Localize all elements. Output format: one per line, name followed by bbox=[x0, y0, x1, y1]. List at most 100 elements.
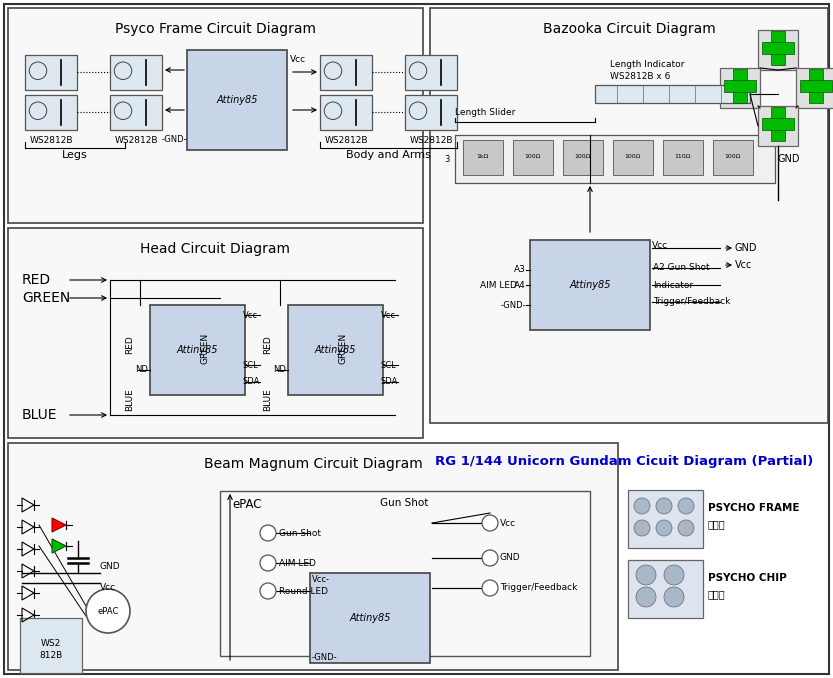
Text: Gun Shot: Gun Shot bbox=[381, 498, 429, 508]
Text: Vcc-: Vcc- bbox=[312, 575, 330, 584]
Text: Trigger/Feedback: Trigger/Feedback bbox=[500, 584, 577, 593]
Bar bbox=[150, 305, 245, 395]
Bar bbox=[320, 95, 372, 130]
Bar bbox=[25, 55, 77, 90]
Bar bbox=[563, 140, 603, 175]
Text: Attiny85: Attiny85 bbox=[349, 613, 391, 623]
Text: Attiny85: Attiny85 bbox=[217, 95, 257, 105]
Text: Attiny85: Attiny85 bbox=[177, 345, 218, 355]
Circle shape bbox=[664, 587, 684, 607]
Text: WS2812B: WS2812B bbox=[114, 136, 157, 145]
Text: SDA: SDA bbox=[243, 378, 261, 386]
Bar bbox=[8, 228, 423, 438]
Circle shape bbox=[482, 515, 498, 531]
Bar bbox=[530, 240, 650, 330]
Text: A4: A4 bbox=[514, 281, 526, 290]
Polygon shape bbox=[771, 31, 785, 65]
Text: 110Ω: 110Ω bbox=[675, 155, 691, 159]
Bar bbox=[220, 491, 590, 656]
Text: 812B: 812B bbox=[39, 652, 62, 660]
Bar bbox=[463, 140, 503, 175]
Bar bbox=[513, 140, 553, 175]
Bar bbox=[430, 8, 828, 423]
Text: PSYCHO FRAME: PSYCHO FRAME bbox=[708, 503, 800, 513]
Text: -GND-: -GND- bbox=[312, 653, 337, 662]
Polygon shape bbox=[800, 79, 832, 92]
Text: Vcc: Vcc bbox=[381, 311, 396, 319]
Text: GREEN: GREEN bbox=[22, 291, 70, 305]
Text: A3: A3 bbox=[514, 266, 526, 275]
Bar bbox=[713, 140, 753, 175]
Bar bbox=[187, 50, 287, 150]
Bar bbox=[320, 55, 372, 90]
Text: RED: RED bbox=[263, 336, 272, 355]
Text: Legs: Legs bbox=[62, 150, 87, 160]
Text: AIM LED: AIM LED bbox=[480, 281, 516, 290]
Text: 1kΩ: 1kΩ bbox=[476, 155, 489, 159]
Text: ND: ND bbox=[273, 365, 286, 374]
Text: Length Indicator: Length Indicator bbox=[610, 60, 685, 69]
Polygon shape bbox=[733, 69, 747, 103]
Text: Vcc: Vcc bbox=[652, 241, 668, 250]
Text: Bazooka Circuit Diagram: Bazooka Circuit Diagram bbox=[542, 22, 716, 36]
Text: A2 Gun Shot: A2 Gun Shot bbox=[653, 264, 710, 273]
Text: PSYCHO CHIP: PSYCHO CHIP bbox=[708, 573, 786, 583]
Text: GND: GND bbox=[100, 562, 121, 571]
Text: AIM LED: AIM LED bbox=[279, 559, 316, 567]
Circle shape bbox=[634, 520, 650, 536]
Polygon shape bbox=[52, 539, 66, 553]
Bar bbox=[405, 95, 457, 130]
Text: WS2: WS2 bbox=[41, 639, 61, 647]
Circle shape bbox=[636, 565, 656, 585]
Bar bbox=[628, 560, 703, 618]
Text: Attiny85: Attiny85 bbox=[569, 280, 611, 290]
Text: Head Circuit Diagram: Head Circuit Diagram bbox=[141, 242, 291, 256]
Text: 100Ω: 100Ω bbox=[525, 155, 541, 159]
Text: SDA: SDA bbox=[381, 378, 398, 386]
Polygon shape bbox=[724, 79, 756, 92]
Bar bbox=[288, 305, 383, 395]
Text: GREEN: GREEN bbox=[201, 332, 210, 363]
Bar bbox=[758, 30, 798, 70]
Text: Length Slider: Length Slider bbox=[455, 108, 516, 117]
Text: Body and Arms: Body and Arms bbox=[346, 150, 431, 160]
Text: GND: GND bbox=[778, 154, 801, 164]
Text: WS2812B: WS2812B bbox=[409, 136, 453, 145]
Text: ND: ND bbox=[135, 365, 148, 374]
Bar bbox=[720, 68, 760, 108]
Text: 100Ω: 100Ω bbox=[625, 155, 641, 159]
Text: WS2812B: WS2812B bbox=[29, 136, 72, 145]
Text: Vcc: Vcc bbox=[290, 56, 306, 64]
Text: 100Ω: 100Ω bbox=[575, 155, 591, 159]
Bar bbox=[455, 135, 775, 183]
Circle shape bbox=[678, 498, 694, 514]
Text: Trigger/Feedback: Trigger/Feedback bbox=[653, 298, 731, 306]
Text: RG 1/144 Unicorn Gundam Cicuit Diagram (Partial): RG 1/144 Unicorn Gundam Cicuit Diagram (… bbox=[435, 455, 813, 468]
Bar bbox=[628, 490, 703, 548]
Polygon shape bbox=[762, 41, 794, 54]
Text: Indicator: Indicator bbox=[653, 281, 693, 290]
Text: BLUE: BLUE bbox=[22, 408, 57, 422]
Text: WS2812B x 6: WS2812B x 6 bbox=[610, 72, 671, 81]
Text: 3: 3 bbox=[445, 155, 450, 163]
Text: RED: RED bbox=[22, 273, 51, 287]
Circle shape bbox=[678, 520, 694, 536]
Text: ePAC: ePAC bbox=[97, 607, 118, 616]
Text: GREEN: GREEN bbox=[338, 332, 347, 363]
Text: Vcc: Vcc bbox=[100, 583, 116, 592]
Text: Attiny85: Attiny85 bbox=[315, 345, 357, 355]
Bar bbox=[758, 106, 798, 146]
Text: 構造圖: 構造圖 bbox=[708, 519, 726, 529]
Circle shape bbox=[260, 555, 276, 571]
Text: Psyco Frame Circuit Diagram: Psyco Frame Circuit Diagram bbox=[115, 22, 316, 36]
Circle shape bbox=[656, 520, 672, 536]
Text: Round LED: Round LED bbox=[279, 586, 328, 595]
Text: -GND-: -GND- bbox=[501, 300, 526, 309]
Bar bbox=[310, 573, 430, 663]
Polygon shape bbox=[762, 117, 794, 130]
Circle shape bbox=[664, 565, 684, 585]
Bar bbox=[8, 443, 618, 670]
Bar bbox=[663, 140, 703, 175]
Circle shape bbox=[482, 550, 498, 566]
Circle shape bbox=[656, 498, 672, 514]
